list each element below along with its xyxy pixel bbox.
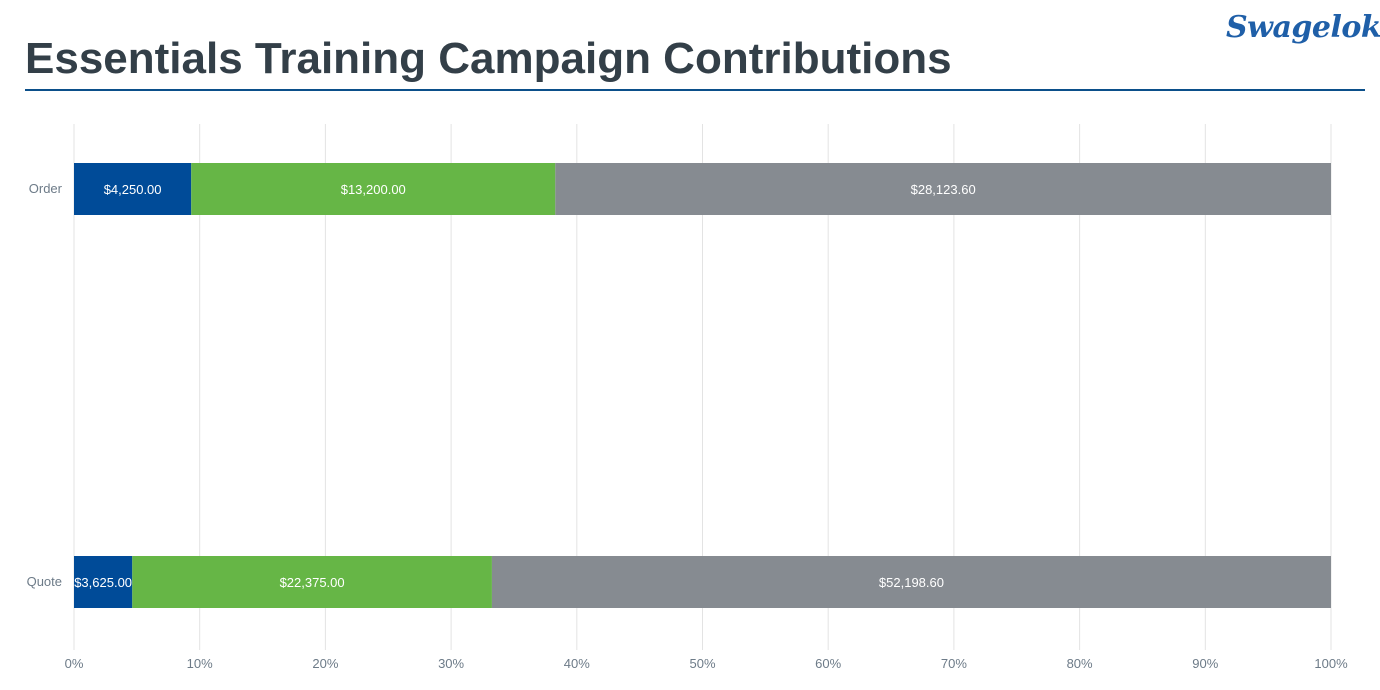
x-tick-label: 60% [815,656,841,671]
bar-segment [491,556,1331,608]
x-tick-label: 10% [187,656,213,671]
data-label: $28,123.60 [911,182,976,197]
bar-segment [74,163,192,215]
x-tick-label: 50% [689,656,715,671]
swagelok-logo: Swagelok [1226,10,1380,45]
bar-segment [191,163,556,215]
category-labels: Order Quote [27,181,63,589]
title-divider [25,89,1365,91]
x-tick-label: 100% [1314,656,1348,671]
x-tick-label: 0% [65,656,84,671]
data-label: $3,625.00 [74,575,132,590]
bar-segment [555,163,1331,215]
x-tick-label: 40% [564,656,590,671]
category-label: Quote [27,574,62,589]
x-tick-label: 20% [312,656,338,671]
category-label: Order [29,181,63,196]
x-tick-label: 70% [941,656,967,671]
bar-segment [74,556,133,608]
x-axis-ticks: 0% 10% 20% 30% 40% 50% 60% 70% 80% 90% 100% [65,656,1348,671]
data-label: $52,198.60 [879,575,944,590]
data-label: $4,250.00 [104,182,162,197]
data-label: $22,375.00 [280,575,345,590]
x-tick-label: 80% [1067,656,1093,671]
chart-bars: $4,250.00 $13,200.00 $28,123.60 $3,625.00 $2… [74,163,1331,608]
x-tick-label: 30% [438,656,464,671]
x-tick-label: 90% [1192,656,1218,671]
data-label: $13,200.00 [341,182,406,197]
bar-segment [132,556,492,608]
page-title: Essentials Training Campaign Contributio… [25,34,952,83]
